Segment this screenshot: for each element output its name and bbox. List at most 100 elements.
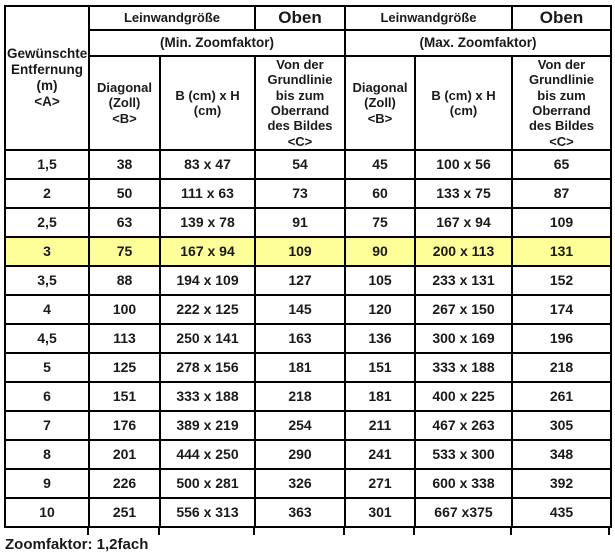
table-cell: 435 [511,496,612,528]
table-cell: 10 [4,496,90,528]
table-cell: 2 [4,177,90,209]
table-cell: 211 [344,409,416,441]
table-row: 9 226 500 x 281 326 271 600 x 338 392 [4,467,612,499]
table-row: 8 201 444 x 250 290 241 533 x 300 348 [4,438,612,470]
table-cell: 218 [511,351,612,383]
table-row: 4 100 222 x 125 145 120 267 x 150 174 [4,293,612,325]
table-cell: 4,5 [4,322,90,354]
table-cell: 196 [511,322,612,354]
zoom-factor-note: Zoomfaktor: 1,2fach [5,535,149,553]
table-cell: 127 [254,264,346,296]
table-row: 4,5 113 250 x 141 163 136 300 x 169 196 [4,322,612,354]
table-row: 2,5 63 139 x 78 91 75 167 x 94 109 [4,206,612,238]
table-cell: 139 x 78 [159,206,256,238]
table-cell: 87 [511,177,612,209]
table-cell: 201 [88,438,161,470]
table-cell: 151 [344,351,416,383]
table-cell: 125 [88,351,161,383]
table-cell: 444 x 250 [159,438,256,470]
header-screen-size-max: Leinwandgröße [344,5,513,31]
table-cell: 109 [511,206,612,238]
table-cell: 392 [511,467,612,499]
table-cell: 111 x 63 [159,177,256,209]
table-cell: 305 [511,409,612,441]
table-cell: 75 [88,235,161,267]
table-cell: 45 [344,148,416,180]
table-cell: 7 [4,409,90,441]
table-cell: 363 [254,496,346,528]
table-cell: 250 x 141 [159,322,256,354]
table-bottom-stub [343,527,345,535]
header-width-height-min: B (cm) x H (cm) [159,55,256,151]
table-cell: 105 [344,264,416,296]
table-cell: 467 x 263 [414,409,513,441]
table-cell: 174 [511,293,612,325]
header-top-max: Oben [511,5,612,31]
table-cell: 3,5 [4,264,90,296]
header-row-zoomfactor: (Min. Zoomfaktor) (Max. Zoomfaktor) [5,29,612,57]
table-cell: 65 [511,148,612,180]
header-desired-distance: Gewünschte Entfernung (m) <A> [4,5,90,151]
table-cell: 73 [254,177,346,209]
table-cell: 251 [88,496,161,528]
table-cell: 389 x 219 [159,409,256,441]
header-top-min: Oben [254,5,346,31]
table-cell: 194 x 109 [159,264,256,296]
table-cell: 113 [88,322,161,354]
table-bottom-stub [608,527,610,535]
table-cell: 533 x 300 [414,438,513,470]
table-cell: 5 [4,351,90,383]
table-cell: 151 [88,380,161,412]
table-cell: 88 [88,264,161,296]
table-cell: 218 [254,380,346,412]
table-cell: 600 x 338 [414,467,513,499]
table-bottom-stub [253,527,255,535]
table-cell: 271 [344,467,416,499]
table-cell: 176 [88,409,161,441]
table-cell: 300 x 169 [414,322,513,354]
table-cell: 261 [511,380,612,412]
table-cell: 241 [344,438,416,470]
table-cell: 163 [254,322,346,354]
table-cell: 100 [88,293,161,325]
table-cell: 9 [4,467,90,499]
table-cell: 348 [511,438,612,470]
table-row: 6 151 333 x 188 218 181 400 x 225 261 [4,380,612,412]
table-cell: 3 [4,235,90,267]
table-cell: 301 [344,496,416,528]
table-row: 2 50 111 x 63 73 60 133 x 75 87 [4,177,612,209]
header-row-groups: Gewünschte Entfernung (m) <A> Leinwandgr… [4,5,612,151]
header-diagonal-max: Diagonal (Zoll) <B> [344,55,416,151]
table-row: 1,5 38 83 x 47 54 45 100 x 56 65 [4,148,612,180]
table-cell: 326 [254,467,346,499]
table-cell: 181 [254,351,346,383]
table-cell: 181 [344,380,416,412]
table-cell: 1,5 [4,148,90,180]
table-cell: 8 [4,438,90,470]
table-header: Gewünschte Entfernung (m) <A> Leinwandgr… [4,5,612,151]
table-cell: 83 x 47 [159,148,256,180]
table-cell: 6 [4,380,90,412]
header-screen-size-min: Leinwandgröße [88,5,256,31]
table-cell: 2,5 [4,206,90,238]
table-cell: 131 [511,235,612,267]
table-cell: 333 x 188 [159,380,256,412]
table-body: 1,5 38 83 x 47 54 45 100 x 56 65 2 50 111 x 63 73 6… [4,148,612,528]
table-cell: 226 [88,467,161,499]
table-cell: 233 x 131 [414,264,513,296]
table-cell: 91 [254,206,346,238]
table-cell: 222 x 125 [159,293,256,325]
table-cell: 50 [88,177,161,209]
projection-distance-table: Gewünschte Entfernung (m) <A> Leinwandgr… [4,5,612,528]
table-cell: 500 x 281 [159,467,256,499]
header-row-columns: Diagonal (Zoll) <B> B (cm) x H (cm) Von … [5,55,612,151]
table-bottom-stub [413,527,415,535]
table-bottom-stub [510,527,512,535]
table-cell: 54 [254,148,346,180]
projection-distance-table-wrap: Gewünschte Entfernung (m) <A> Leinwandgr… [4,5,612,535]
table-cell: 120 [344,293,416,325]
table-cell: 136 [344,322,416,354]
table-cell: 38 [88,148,161,180]
table-cell: 278 x 156 [159,351,256,383]
table-cell: 167 x 94 [159,235,256,267]
